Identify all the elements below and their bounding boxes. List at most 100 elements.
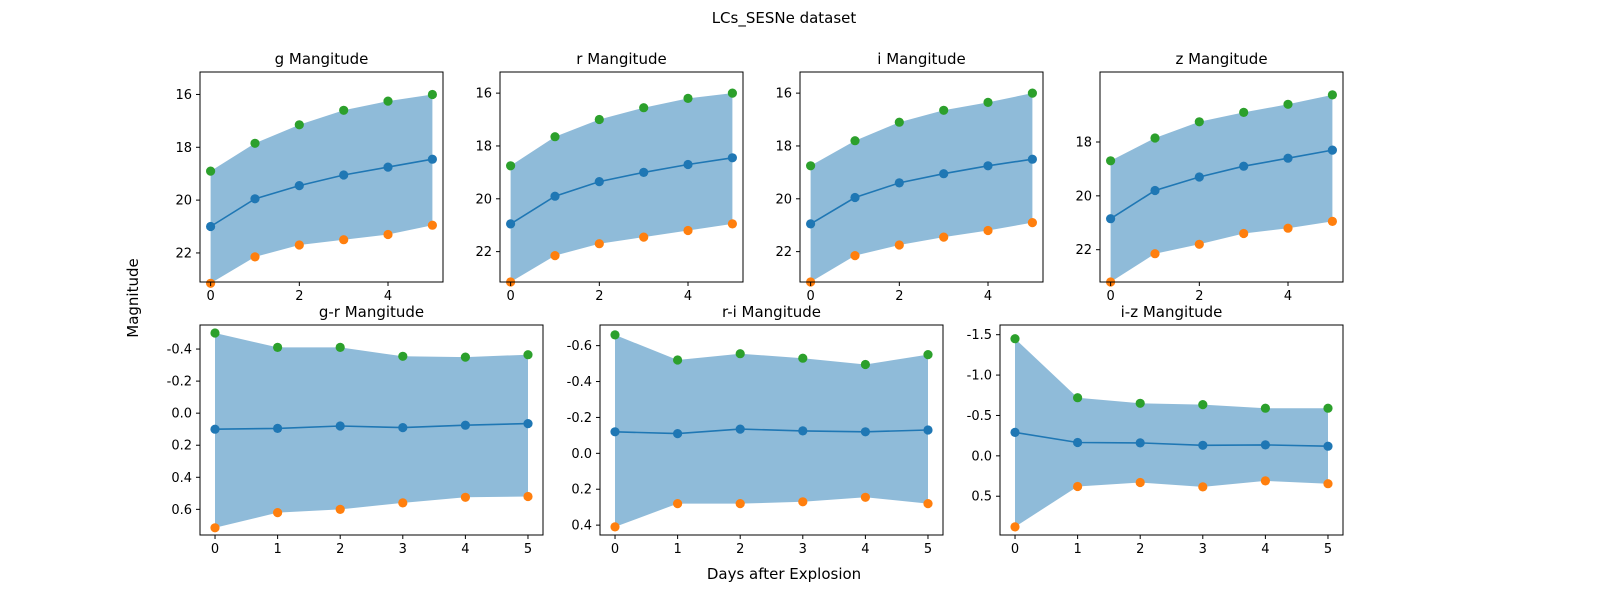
x-tick-label: 2 xyxy=(736,542,744,557)
median-point xyxy=(1010,427,1020,437)
lower-point xyxy=(727,219,738,229)
lower-point xyxy=(860,492,871,502)
median-line xyxy=(210,158,433,228)
x-tick-label: 4 xyxy=(1261,542,1269,557)
median-point xyxy=(1027,154,1037,164)
median-point xyxy=(610,427,620,437)
median-line xyxy=(1110,149,1333,220)
upper-point xyxy=(1239,107,1249,117)
median-point xyxy=(1260,440,1270,450)
x-tick-label: 1 xyxy=(1073,542,1081,557)
x-tick-label: 0 xyxy=(507,289,515,304)
median-line xyxy=(510,157,733,225)
median-point xyxy=(506,219,516,229)
median-point xyxy=(1194,172,1204,182)
lower-point xyxy=(383,229,393,240)
median-point xyxy=(206,221,216,232)
subplot-1: g Mangitude 0 2 4 16 18 20 22 xyxy=(175,50,444,304)
y-tick-label: -1.0 xyxy=(967,369,992,384)
subplot-title: r-i Mangitude xyxy=(722,303,821,321)
upper-point xyxy=(383,96,393,106)
lower-point xyxy=(210,523,220,533)
x-tick-label: 2 xyxy=(895,289,903,304)
uncertainty-band xyxy=(510,93,733,282)
x-tick-label: 0 xyxy=(611,542,619,557)
upper-point xyxy=(939,105,949,115)
x-tick-label: 5 xyxy=(1324,542,1332,557)
lower-point xyxy=(523,491,533,502)
lower-point xyxy=(983,225,993,236)
upper-point xyxy=(1135,398,1145,408)
y-tick-label: 0.5 xyxy=(971,490,992,505)
uncertainty-band xyxy=(615,334,928,527)
median-point xyxy=(523,419,533,429)
median-point xyxy=(683,159,693,170)
upper-point xyxy=(894,117,904,127)
median-point xyxy=(339,170,349,180)
upper-point xyxy=(1027,88,1037,98)
x-tick-label: 4 xyxy=(461,542,469,557)
x-tick-label: 5 xyxy=(924,542,932,557)
x-tick-label: 1 xyxy=(673,542,681,557)
axes-frame xyxy=(599,324,944,536)
subplot-title: r Mangitude xyxy=(576,50,666,68)
lower-point xyxy=(427,220,437,230)
lower-point xyxy=(594,239,604,249)
upper-point xyxy=(1150,133,1160,143)
median-point xyxy=(894,178,904,188)
lower-point xyxy=(398,498,408,508)
x-tick-label: 2 xyxy=(295,289,303,304)
median-line xyxy=(1014,431,1329,447)
axes-frame xyxy=(199,324,544,536)
x-tick-label: 4 xyxy=(684,289,692,304)
y-tick-label: -1.5 xyxy=(967,328,992,343)
lower-point xyxy=(1239,228,1249,239)
lower-point xyxy=(294,240,304,250)
median-point xyxy=(550,191,560,201)
median-point xyxy=(1106,214,1116,224)
median-point xyxy=(1135,438,1145,448)
upper-point xyxy=(1327,90,1337,100)
y-tick-label: 0.4 xyxy=(171,471,192,486)
x-tick-label: 4 xyxy=(861,542,869,557)
y-tick-label: 18 xyxy=(175,141,192,156)
y-tick-label: 0.2 xyxy=(171,439,192,454)
y-tick-label: 0.2 xyxy=(571,483,592,498)
lower-point xyxy=(335,504,345,514)
x-tick-label: 3 xyxy=(799,542,807,557)
x-tick-label: 0 xyxy=(1011,542,1019,557)
uncertainty-band xyxy=(210,94,433,284)
subplot-7: i-z Mangitude 0 1 2 3 4 5 -1.5 -1.0 -0.5 0.0 0.5 xyxy=(967,303,1344,557)
median-point xyxy=(798,426,808,436)
y-tick-label: -0.5 xyxy=(967,409,992,424)
upper-point xyxy=(673,355,683,365)
lower-point xyxy=(1260,476,1270,486)
x-tick-label: 4 xyxy=(1284,289,1292,304)
lower-point xyxy=(683,225,693,236)
x-tick-label: 3 xyxy=(1199,542,1207,557)
lower-point xyxy=(1150,249,1160,259)
subplot-title: z Mangitude xyxy=(1175,50,1267,68)
upper-point xyxy=(798,353,808,363)
median-line xyxy=(214,422,529,430)
x-tick-label: 2 xyxy=(1195,289,1203,304)
axes-frame xyxy=(499,71,744,283)
upper-point xyxy=(523,350,533,360)
upper-point xyxy=(1283,99,1293,109)
upper-point xyxy=(850,136,860,146)
x-tick-label: 4 xyxy=(984,289,992,304)
upper-point xyxy=(594,114,604,125)
upper-point xyxy=(1323,403,1333,413)
median-point xyxy=(1327,145,1337,155)
median-point xyxy=(1323,441,1333,451)
y-tick-label: 16 xyxy=(775,87,792,102)
lower-point xyxy=(1135,477,1145,488)
lower-point xyxy=(1073,481,1083,492)
uncertainty-band xyxy=(1015,338,1328,527)
upper-point xyxy=(1073,393,1083,403)
x-tick-label: 3 xyxy=(399,542,407,557)
upper-point xyxy=(1198,400,1208,410)
uncertainty-band xyxy=(810,93,1033,282)
